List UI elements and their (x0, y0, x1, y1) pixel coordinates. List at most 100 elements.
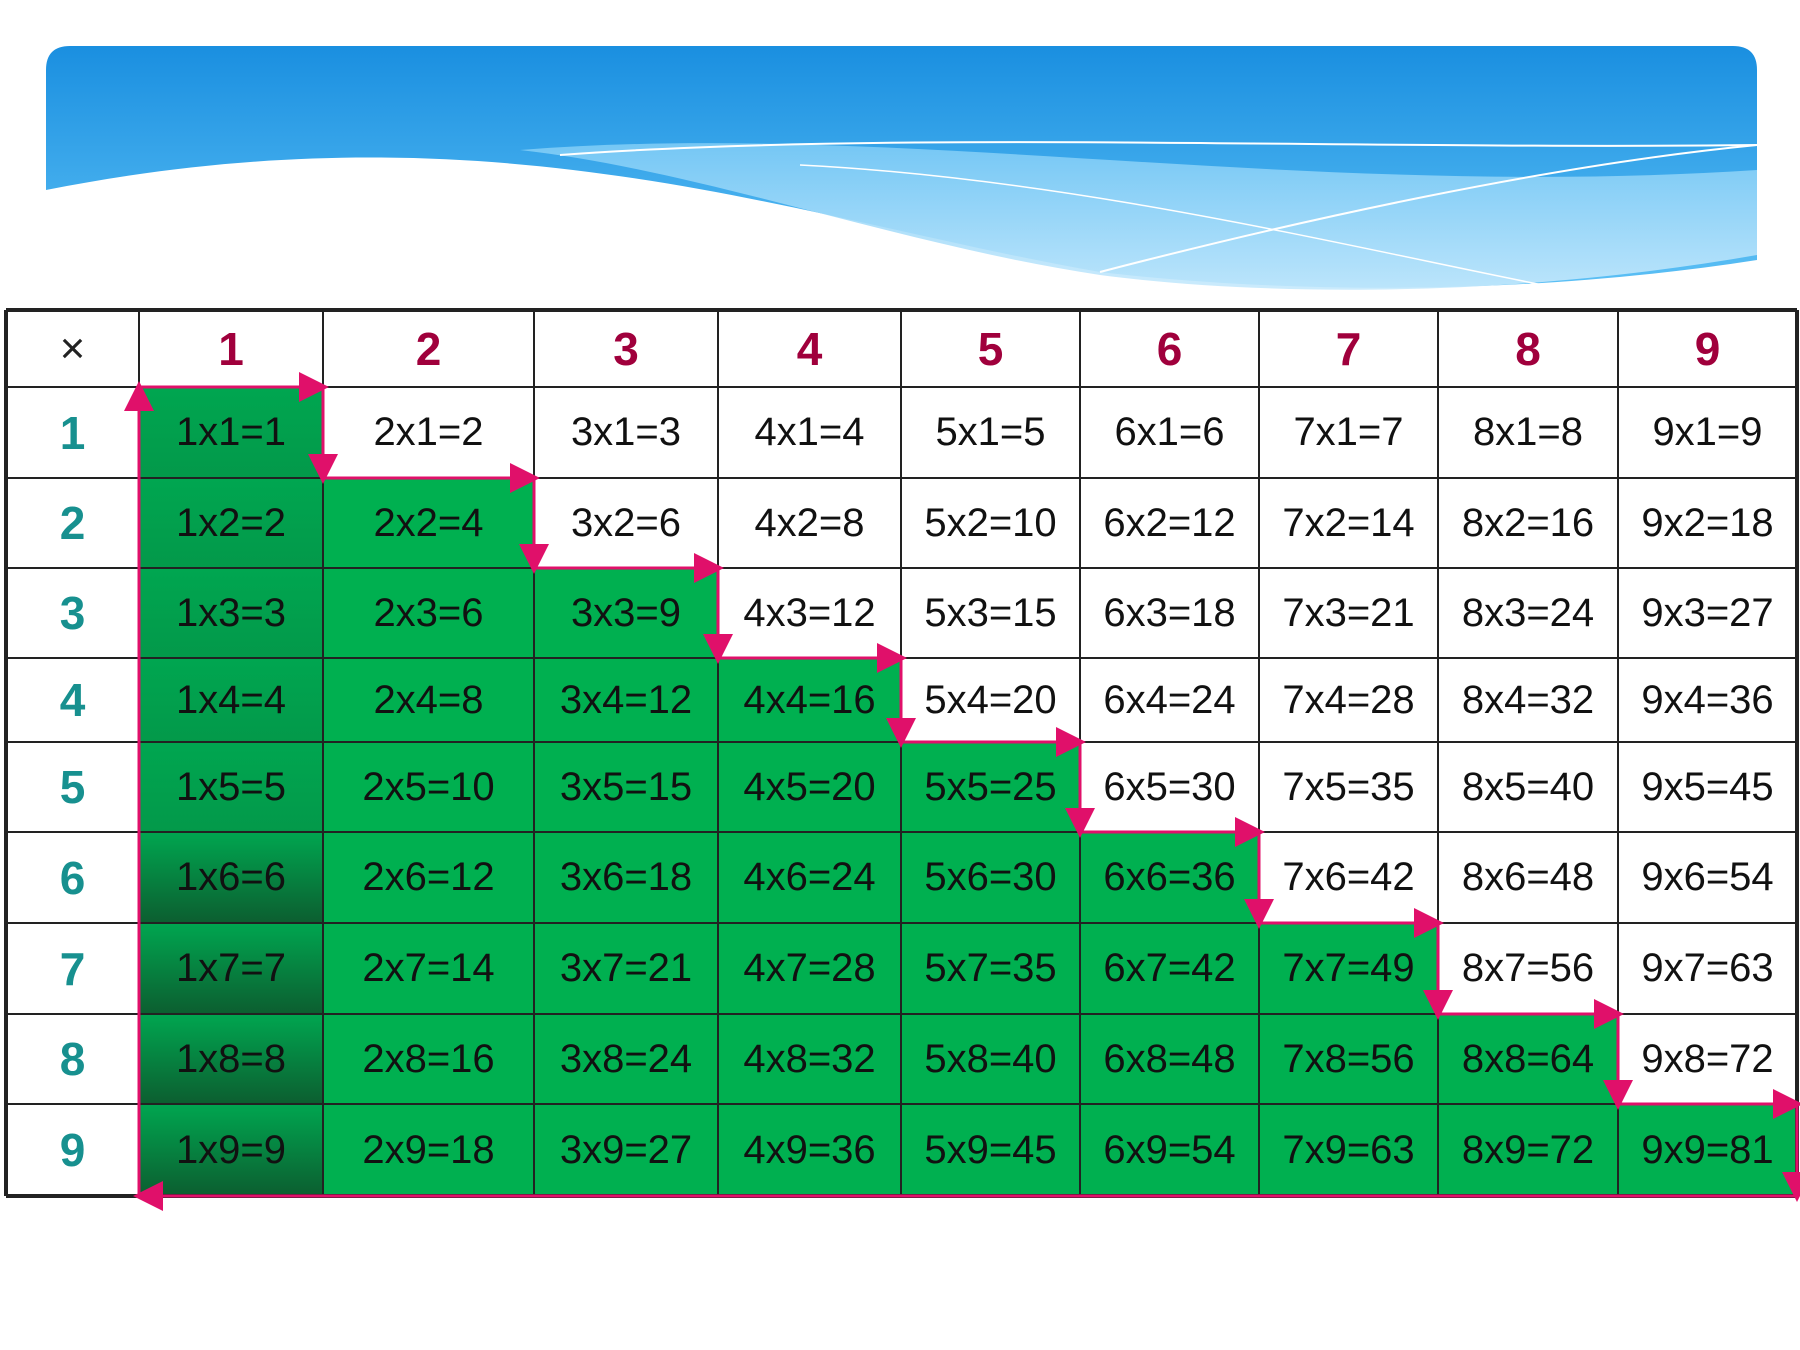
cell: 3x7=21 (534, 923, 718, 1014)
cell: 4x8=32 (718, 1014, 901, 1104)
cell: 7x4=28 (1282, 677, 1415, 722)
cell: 2x7=14 (323, 923, 534, 1014)
cell: 6x2=12 (1103, 500, 1236, 545)
cell: 2x2=4 (323, 478, 534, 568)
cell: 4x3=12 (743, 590, 876, 635)
cell: 8x1=8 (1472, 410, 1584, 454)
cell: 3x2=6 (570, 500, 682, 545)
col-h: 4 (796, 322, 823, 375)
cell: 6x8=48 (1080, 1014, 1259, 1104)
col-h: 2 (415, 322, 442, 375)
cell: 3x1=3 (570, 410, 682, 454)
cell: 1x3=3 (139, 568, 323, 658)
cell: 4x5=20 (718, 742, 901, 832)
cell: 9x7=63 (1641, 946, 1774, 990)
row-h: 6 (59, 851, 86, 904)
cell: 1x8=8 (139, 1014, 323, 1104)
cell: 1x1=1 (139, 387, 323, 478)
cell: 6x7=42 (1080, 923, 1259, 1014)
cell: 6x9=54 (1080, 1104, 1259, 1196)
col-h: 1 (218, 322, 244, 375)
cell: 4x6=24 (718, 832, 901, 923)
cell: 3x6=18 (534, 832, 718, 923)
cell: 8x5=40 (1461, 764, 1595, 809)
cell: 1x5=5 (139, 742, 323, 832)
row-h: 3 (59, 587, 86, 639)
cell: 6x4=24 (1103, 677, 1236, 722)
cell: 2x3=6 (323, 568, 534, 658)
row-h: 9 (59, 1124, 86, 1176)
cell: 4x7=28 (718, 923, 901, 1014)
cell: 9x4=36 (1641, 677, 1774, 722)
cell: 2x1=2 (373, 410, 484, 454)
cell: 9x3=27 (1641, 590, 1774, 635)
row-h: 7 (59, 942, 86, 995)
cell: 1x9=9 (139, 1104, 323, 1196)
cell: 7x1=7 (1293, 410, 1404, 454)
row-h: 8 (59, 1033, 86, 1085)
cell: 3x9=27 (534, 1104, 718, 1196)
cell: 6x3=18 (1103, 590, 1236, 635)
cell: 3x5=15 (534, 742, 718, 832)
cell: 8x9=72 (1438, 1104, 1618, 1196)
cell: 2x4=8 (323, 658, 534, 742)
cell: 5x2=10 (924, 500, 1057, 545)
cell: 8x2=16 (1461, 500, 1595, 545)
cell: 9x1=9 (1652, 410, 1763, 454)
cell: 9x6=54 (1641, 855, 1774, 899)
cell: 4x1=4 (754, 410, 865, 454)
cell: 1x2=2 (139, 478, 323, 568)
cell: 5x9=45 (901, 1104, 1080, 1196)
cell: 2x5=10 (323, 742, 534, 832)
col-h: 5 (977, 322, 1004, 375)
cell: 3x3=9 (534, 568, 718, 658)
cell: 9x2=18 (1641, 500, 1774, 545)
col-h: 7 (1335, 322, 1362, 375)
cell: 8x4=32 (1461, 677, 1595, 722)
cell: 2x9=18 (323, 1104, 534, 1196)
cell: 9x5=45 (1641, 764, 1774, 809)
row-h: 5 (59, 761, 86, 813)
cell: 4x2=8 (754, 500, 865, 545)
cell: 7x9=63 (1259, 1104, 1438, 1196)
cell: 5x4=20 (924, 677, 1057, 722)
cell: 2x6=12 (323, 832, 534, 923)
cell: 5x7=35 (901, 923, 1080, 1014)
cell: 5x8=40 (901, 1014, 1080, 1104)
cell: 3x4=12 (534, 658, 718, 742)
cell: 9x9=81 (1618, 1104, 1797, 1196)
row-h: 4 (59, 674, 86, 726)
cell: 7x8=56 (1259, 1014, 1438, 1104)
cell: 6x1=6 (1114, 410, 1225, 454)
col-h: 3 (613, 322, 639, 375)
cell: 5x3=15 (924, 590, 1057, 635)
cell: 1x4=4 (139, 658, 323, 742)
cell: 5x5=25 (901, 742, 1080, 832)
cell: 7x5=35 (1282, 764, 1415, 809)
col-h: 8 (1515, 322, 1541, 375)
cell: 7x2=14 (1282, 500, 1415, 545)
cell: 5x6=30 (901, 832, 1080, 923)
cell: 6x6=36 (1080, 832, 1259, 923)
cell: 1x6=6 (139, 832, 323, 923)
cell: 5x1=5 (935, 410, 1046, 454)
cell: 8x8=64 (1438, 1014, 1618, 1104)
cell: 4x9=36 (718, 1104, 901, 1196)
cell: 7x7=49 (1259, 923, 1438, 1014)
cell: 8x7=56 (1461, 946, 1595, 990)
cell: 4x4=16 (718, 658, 901, 742)
cell: 8x3=24 (1461, 590, 1595, 635)
cell: 7x3=21 (1282, 590, 1415, 635)
col-h: 9 (1694, 322, 1721, 375)
row-h: 1 (59, 406, 86, 459)
row-h: 2 (59, 497, 86, 549)
col-h: 6 (1156, 322, 1183, 375)
cell: 8x6=48 (1461, 855, 1595, 899)
cell: 1x7=7 (139, 923, 323, 1014)
cell: 9x8=72 (1641, 1036, 1774, 1081)
cell: 3x8=24 (534, 1014, 718, 1104)
cell: 7x6=42 (1282, 855, 1415, 899)
